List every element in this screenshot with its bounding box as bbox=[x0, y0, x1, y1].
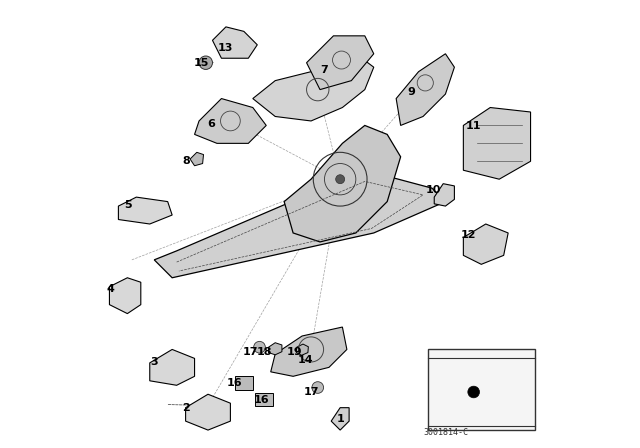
Text: 1: 1 bbox=[336, 414, 344, 424]
Text: 11: 11 bbox=[466, 121, 481, 131]
Polygon shape bbox=[212, 27, 257, 58]
Text: 16: 16 bbox=[227, 378, 243, 388]
Text: 2: 2 bbox=[182, 403, 189, 413]
Circle shape bbox=[253, 341, 266, 353]
Text: 12: 12 bbox=[461, 230, 477, 240]
Polygon shape bbox=[332, 408, 349, 430]
Text: 18: 18 bbox=[256, 347, 272, 357]
Circle shape bbox=[336, 175, 345, 184]
Text: 5: 5 bbox=[124, 200, 132, 210]
Text: 17: 17 bbox=[303, 387, 319, 396]
Polygon shape bbox=[255, 393, 273, 406]
Text: 4: 4 bbox=[107, 284, 115, 294]
Polygon shape bbox=[150, 349, 195, 385]
Polygon shape bbox=[448, 374, 481, 401]
Polygon shape bbox=[253, 54, 374, 121]
Circle shape bbox=[199, 56, 212, 69]
Text: 3: 3 bbox=[150, 357, 158, 366]
Text: 19: 19 bbox=[287, 347, 302, 357]
Polygon shape bbox=[118, 197, 172, 224]
Text: 13: 13 bbox=[218, 43, 233, 53]
Text: 16: 16 bbox=[254, 395, 269, 405]
Polygon shape bbox=[284, 125, 401, 242]
Polygon shape bbox=[307, 36, 374, 90]
Polygon shape bbox=[269, 343, 282, 355]
Circle shape bbox=[468, 386, 479, 398]
FancyBboxPatch shape bbox=[428, 349, 535, 430]
Polygon shape bbox=[463, 108, 531, 179]
Text: 6: 6 bbox=[207, 119, 216, 129]
Text: 3001814-C: 3001814-C bbox=[423, 428, 468, 437]
Polygon shape bbox=[154, 170, 445, 278]
Polygon shape bbox=[396, 54, 454, 125]
Polygon shape bbox=[109, 278, 141, 314]
Polygon shape bbox=[436, 367, 493, 417]
Text: 8: 8 bbox=[182, 156, 190, 166]
Text: 15: 15 bbox=[193, 58, 209, 68]
Polygon shape bbox=[235, 376, 253, 390]
Polygon shape bbox=[296, 344, 308, 355]
Polygon shape bbox=[463, 224, 508, 264]
Text: 14: 14 bbox=[298, 355, 314, 365]
Polygon shape bbox=[190, 152, 204, 166]
Text: 9: 9 bbox=[407, 87, 415, 97]
Circle shape bbox=[312, 382, 324, 393]
Polygon shape bbox=[195, 99, 266, 143]
Text: 10: 10 bbox=[426, 185, 441, 195]
Polygon shape bbox=[271, 327, 347, 376]
Text: 17: 17 bbox=[243, 347, 259, 357]
Polygon shape bbox=[435, 184, 454, 206]
Text: 7: 7 bbox=[321, 65, 328, 75]
Polygon shape bbox=[186, 394, 230, 430]
